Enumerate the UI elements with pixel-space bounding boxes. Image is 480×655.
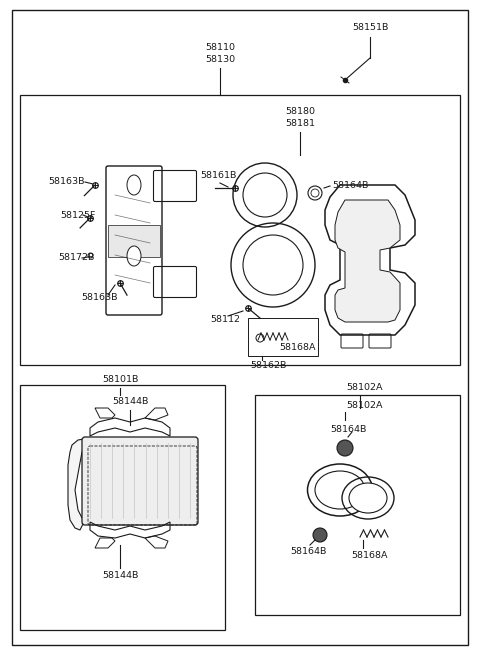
Text: 58101B: 58101B	[102, 375, 138, 384]
Text: 58163B: 58163B	[49, 178, 85, 187]
Bar	[255, 395, 460, 615]
Text: 58164B: 58164B	[332, 181, 368, 189]
Text: 58161B: 58161B	[200, 172, 236, 181]
Text: 58110: 58110	[205, 43, 235, 52]
Circle shape	[243, 235, 303, 295]
Polygon shape	[68, 438, 90, 530]
FancyBboxPatch shape	[82, 437, 198, 525]
Text: 58180: 58180	[285, 107, 315, 117]
Bar	[248, 318, 318, 356]
Text: 58168A: 58168A	[352, 550, 388, 559]
Text: 58112: 58112	[210, 316, 240, 324]
Ellipse shape	[127, 175, 141, 195]
Text: 58144B: 58144B	[112, 398, 148, 407]
Text: 58181: 58181	[285, 119, 315, 128]
Polygon shape	[335, 200, 400, 322]
Text: 58151B: 58151B	[352, 24, 388, 33]
Bar	[20, 385, 225, 630]
Ellipse shape	[127, 246, 141, 266]
Text: 58144B: 58144B	[102, 571, 138, 580]
Text: 58172B: 58172B	[58, 253, 95, 263]
Ellipse shape	[349, 483, 387, 513]
Circle shape	[313, 528, 327, 542]
Text: 58102A: 58102A	[347, 383, 383, 392]
Text: 58130: 58130	[205, 56, 235, 64]
Text: 58102A: 58102A	[347, 400, 383, 409]
Bar	[20, 95, 460, 365]
Circle shape	[243, 173, 287, 217]
Circle shape	[340, 443, 350, 453]
Text: 58168A: 58168A	[280, 343, 316, 352]
Text: 58164B: 58164B	[330, 426, 366, 434]
Text: 58125F: 58125F	[60, 210, 96, 219]
Text: 58162B: 58162B	[250, 360, 286, 369]
Bar	[108, 225, 160, 257]
Ellipse shape	[315, 471, 365, 509]
Circle shape	[337, 440, 353, 456]
Text: 58163B: 58163B	[82, 293, 118, 303]
Text: 58164B: 58164B	[290, 548, 326, 557]
